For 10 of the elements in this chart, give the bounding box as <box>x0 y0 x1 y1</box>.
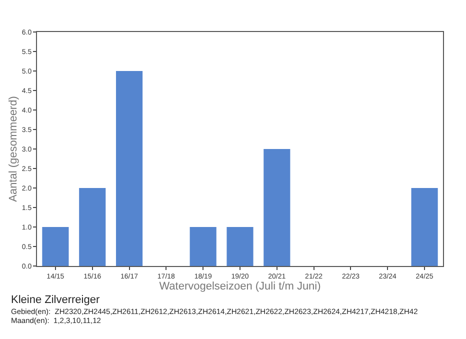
bar <box>42 227 69 266</box>
bar <box>226 227 254 266</box>
y-axis-title: Aantal (gesommeerd) <box>8 96 20 202</box>
bar <box>264 149 290 266</box>
x-axis-title: Watervogelseizoen (Juli t/m Juni) <box>159 280 321 293</box>
bar <box>116 71 143 266</box>
text: Kleine Zilverreiger <box>11 294 100 306</box>
bar <box>411 188 438 266</box>
bar <box>79 188 106 266</box>
bar <box>190 227 216 266</box>
